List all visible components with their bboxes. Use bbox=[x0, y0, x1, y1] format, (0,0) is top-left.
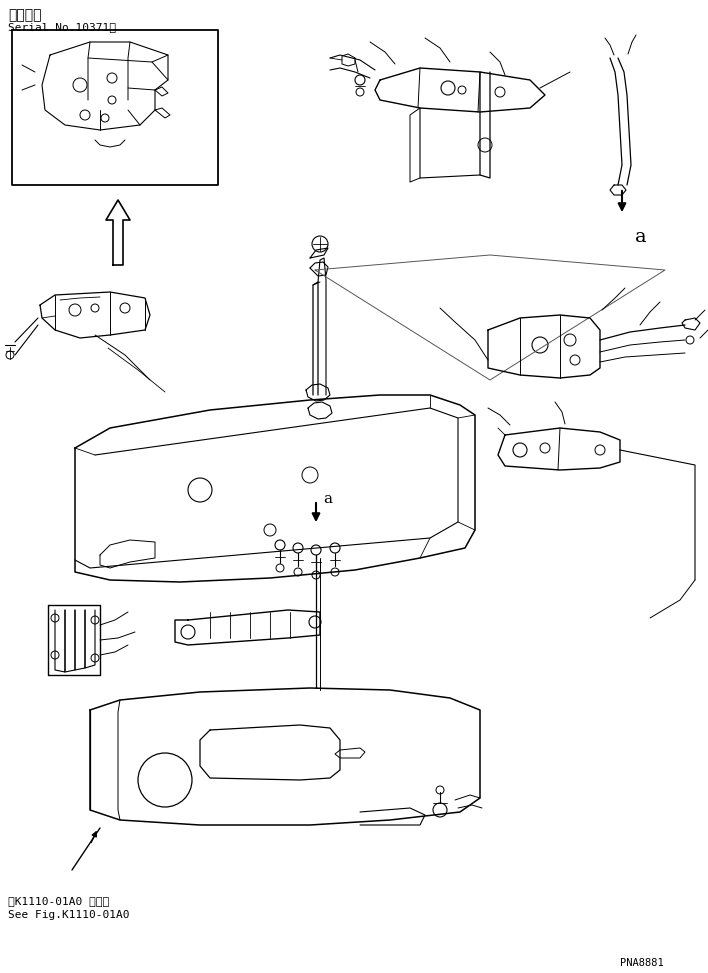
Text: PNA8881: PNA8881 bbox=[620, 958, 664, 968]
Text: 第K1110-01A0 図参照: 第K1110-01A0 図参照 bbox=[8, 896, 109, 906]
Text: a: a bbox=[323, 492, 332, 506]
Text: Serial No.10371～: Serial No.10371～ bbox=[8, 22, 116, 32]
Text: a: a bbox=[635, 228, 646, 246]
Text: See Fig.K1110-01A0: See Fig.K1110-01A0 bbox=[8, 910, 130, 920]
Text: 適用号機: 適用号機 bbox=[8, 8, 42, 22]
